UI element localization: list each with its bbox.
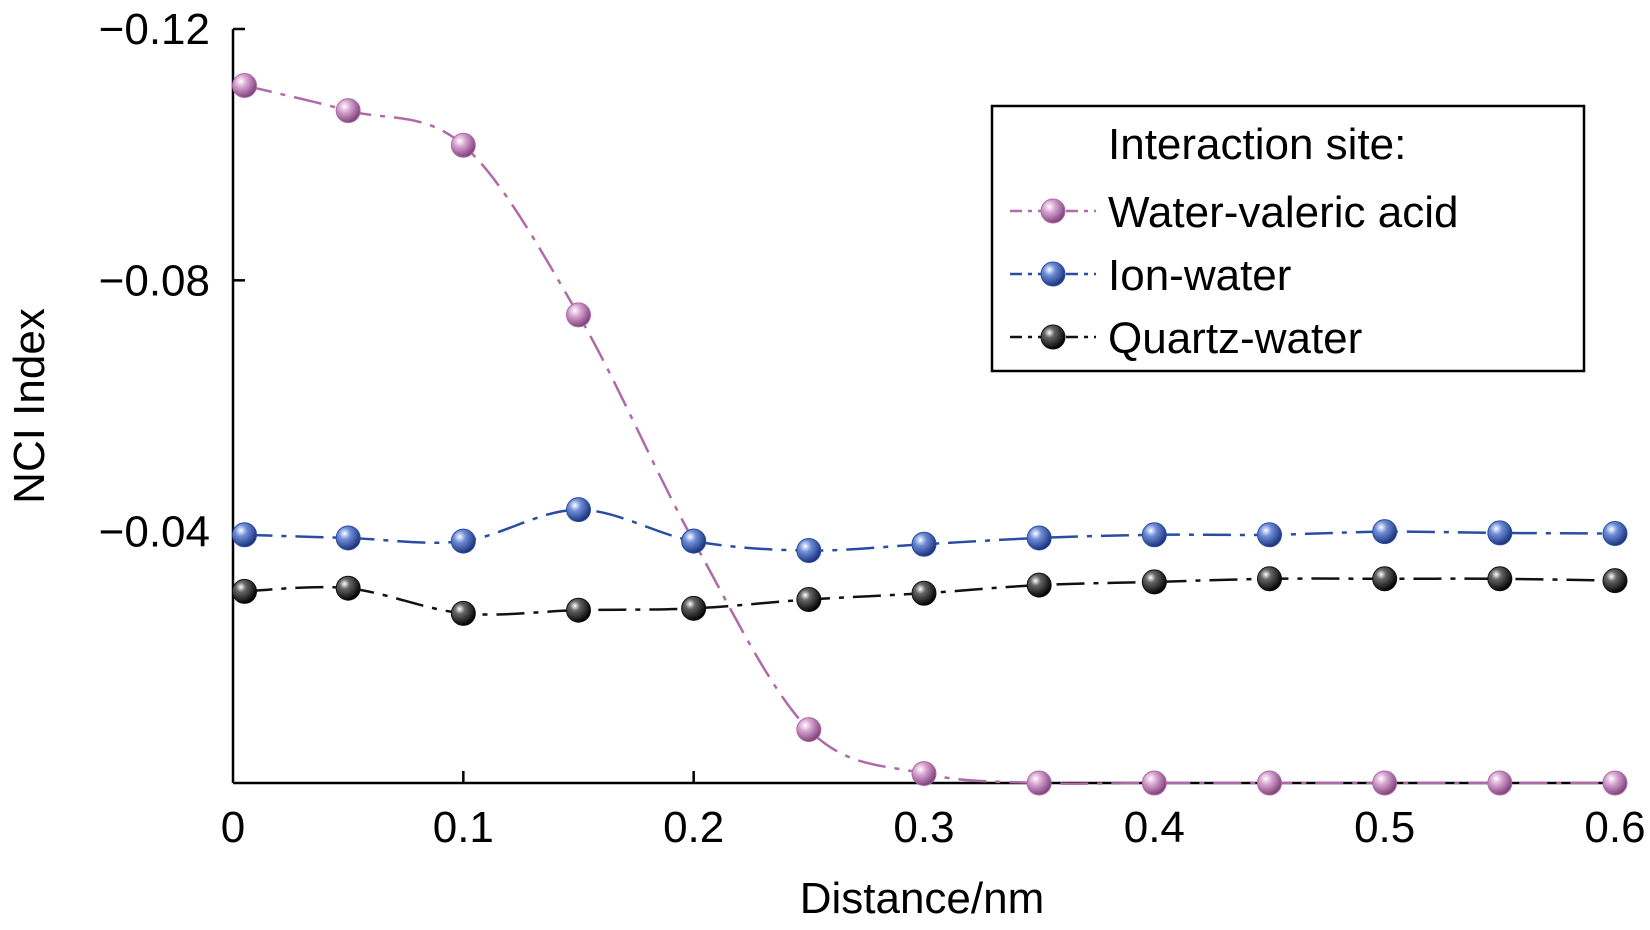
- data-point-ion-water: [1602, 521, 1628, 547]
- data-point-water-valeric-acid: [1487, 770, 1513, 796]
- y-tick-label: −0.12: [99, 5, 210, 54]
- data-point-ion-water: [1257, 522, 1282, 548]
- data-point-quartz-water: [1141, 569, 1167, 595]
- data-point-quartz-water: [232, 578, 258, 604]
- x-tick-label: 0.1: [433, 803, 494, 852]
- y-axis-title: NCI Index: [5, 308, 54, 504]
- data-point-water-valeric-acid: [1257, 770, 1282, 796]
- data-point-ion-water: [1141, 522, 1167, 548]
- data-point-ion-water: [911, 531, 937, 557]
- data-point-quartz-water: [566, 597, 591, 623]
- data-point-quartz-water: [1602, 568, 1628, 594]
- x-tick-label: 0: [221, 803, 245, 852]
- series-quartz-water: [232, 566, 1628, 626]
- data-point-quartz-water: [335, 575, 361, 601]
- y-tick-label: −0.08: [99, 256, 210, 305]
- data-point-water-valeric-acid: [1372, 770, 1398, 796]
- legend-items: Water-valeric acid Ion-water Quartz-water: [1010, 188, 1458, 363]
- data-point-quartz-water: [911, 580, 937, 606]
- x-tick-label: 0.6: [1584, 803, 1645, 852]
- data-point-ion-water: [681, 528, 707, 554]
- series-line-water-valeric-acid: [244, 84, 1615, 785]
- legend-label: Water-valeric acid: [1108, 188, 1458, 237]
- data-point-ion-water: [450, 528, 476, 554]
- y-tick-label: −0.04: [99, 508, 210, 557]
- legend-item-quartz-water: Quartz-water: [1010, 314, 1362, 363]
- data-point-water-valeric-acid: [232, 73, 258, 99]
- data-point-quartz-water: [1372, 566, 1398, 592]
- data-point-quartz-water: [681, 595, 707, 621]
- data-point-ion-water: [1487, 520, 1513, 546]
- ticks: 0 0.1 0.2 0.3 0.4 0.5 0.6 −0.12 −0.08 −0.04: [99, 5, 1646, 852]
- series-ion-water: [232, 497, 1628, 564]
- data-point-ion-water: [335, 525, 361, 551]
- x-tick-label: 0.5: [1354, 803, 1415, 852]
- legend-label: Quartz-water: [1108, 314, 1362, 363]
- data-point-ion-water: [1026, 525, 1052, 551]
- data-point-water-valeric-acid: [566, 302, 591, 328]
- legend-item-water-valeric-acid: Water-valeric acid: [1010, 188, 1458, 237]
- legend-marker: [1040, 324, 1066, 350]
- legend-item-ion-water: Ion-water: [1010, 251, 1291, 300]
- data-point-water-valeric-acid: [1141, 770, 1167, 796]
- x-tick-label: 0.4: [1124, 803, 1185, 852]
- x-tick-label: 0.3: [893, 803, 954, 852]
- data-point-quartz-water: [796, 587, 822, 613]
- data-point-quartz-water: [450, 600, 476, 626]
- data-point-ion-water: [796, 538, 822, 564]
- data-point-water-valeric-acid: [911, 761, 937, 787]
- series-water-valeric-acid: [232, 73, 1628, 796]
- legend: Interaction site: Water-valeric acid Ion-…: [990, 104, 1586, 373]
- legend-marker: [1040, 198, 1066, 224]
- data-point-ion-water: [1372, 519, 1398, 545]
- x-axis-title: Distance/nm: [800, 874, 1045, 923]
- legend-box: [990, 104, 1586, 373]
- series-layer: [232, 73, 1628, 796]
- data-point-water-valeric-acid: [796, 717, 822, 743]
- data-point-water-valeric-acid: [1602, 770, 1628, 796]
- legend-marker: [1040, 261, 1066, 287]
- legend-title: Interaction site:: [1108, 120, 1406, 169]
- x-tick-label: 0.2: [663, 803, 724, 852]
- data-point-quartz-water: [1026, 572, 1052, 598]
- data-point-water-valeric-acid: [450, 132, 476, 158]
- data-point-quartz-water: [1257, 566, 1282, 592]
- data-point-quartz-water: [1487, 566, 1513, 592]
- legend-label: Ion-water: [1108, 251, 1291, 300]
- data-point-water-valeric-acid: [335, 98, 361, 124]
- data-point-ion-water: [232, 522, 258, 548]
- data-point-ion-water: [566, 497, 591, 523]
- data-point-water-valeric-acid: [1026, 770, 1052, 796]
